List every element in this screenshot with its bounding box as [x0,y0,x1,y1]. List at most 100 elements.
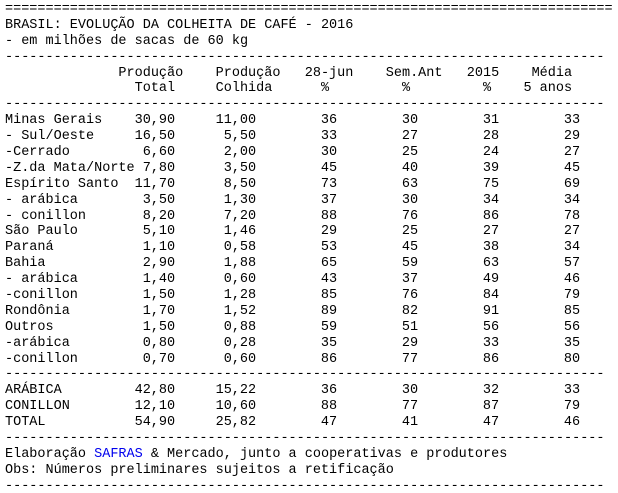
cell-media-5anos: 29 [563,129,581,145]
table-row: -arábica 0,80 0,28 35 29 33 35 [5,336,618,352]
elaboracao-prefix: Elaboração [5,446,95,462]
elaboracao-suffix: & Mercado, junto a cooperativas e produt… [142,446,508,462]
safras-link[interactable]: SAFRAS [94,446,143,462]
cell-media-5anos: 56 [563,319,581,335]
cell-producao-total: 12,10 [134,399,176,415]
row-label: Minas Gerais [5,113,103,129]
obs-line: Obs: Números preliminares sujeitos a ret… [5,462,394,478]
cell-producao-total: 2,90 [142,256,176,272]
cell-producao-total: 0,80 [142,335,176,351]
cell-2015-pct: 24 [482,145,500,161]
row-label: -Z.da Mata/Norte [5,160,135,176]
cell-media-5anos: 34 [563,240,581,256]
cell-2015-pct: 75 [482,176,500,192]
separator-dashes-5: ----------------------------------------… [5,478,605,493]
cell-2015-pct: 86 [482,351,500,367]
row-label: Rondônia [5,303,70,319]
cell-producao-colhida: 10,60 [215,399,257,415]
row-label: -conillon [5,288,78,304]
report-title: BRASIL: EVOLUÇÃO DA COLHEITA DE CAFÉ - 2… [5,17,354,33]
row-label: Espírito Santo [5,176,119,192]
cell-semant-pct: 25 [401,145,419,161]
column-header-line-1: Produção Produção 28-jun Sem.Ant 2015 Mé… [5,65,573,81]
cell-producao-total: 16,50 [134,129,176,145]
cell-media-5anos: 27 [563,224,581,240]
cell-producao-total: 1,10 [142,240,176,256]
cell-semant-pct: 30 [401,192,419,208]
cell-28jun-pct: 88 [320,399,338,415]
cell-28jun-pct: 85 [320,288,338,304]
cell-producao-total: 1,40 [142,272,176,288]
table-row: Paraná 1,10 0,58 53 45 38 34 [5,240,618,256]
table-row: Minas Gerais 30,90 11,00 36 30 31 33 [5,113,618,129]
cell-producao-colhida: 5,50 [223,129,257,145]
cell-semant-pct: 40 [401,160,419,176]
cell-semant-pct: 45 [401,240,419,256]
cell-2015-pct: 47 [482,415,500,431]
cell-28jun-pct: 29 [320,224,338,240]
row-label: -arábica [5,335,70,351]
cell-semant-pct: 41 [401,415,419,431]
row-label: -conillon [5,351,78,367]
cell-28jun-pct: 73 [320,176,338,192]
cell-semant-pct: 63 [401,176,419,192]
cell-semant-pct: 77 [401,351,419,367]
cell-media-5anos: 78 [563,208,581,224]
cell-media-5anos: 79 [563,399,581,415]
cell-28jun-pct: 36 [320,383,338,399]
cell-producao-total: 0,70 [142,351,176,367]
table-row: -Cerrado 6,60 2,00 30 25 24 27 [5,145,618,161]
table-row: São Paulo 5,10 1,46 29 25 27 27 [5,224,618,240]
row-label: CONILLON [5,399,70,415]
cell-producao-colhida: 1,52 [223,303,257,319]
row-label: TOTAL [5,415,46,431]
cell-producao-total: 3,50 [142,192,176,208]
cell-producao-colhida: 1,88 [223,256,257,272]
table-row: Bahia 2,90 1,88 65 59 63 57 [5,256,618,272]
cell-producao-total: 5,10 [142,224,176,240]
cell-semant-pct: 29 [401,335,419,351]
cell-producao-colhida: 2,00 [223,145,257,161]
table-row: - arábica 1,40 0,60 43 37 49 46 [5,272,618,288]
cell-producao-colhida: 25,82 [215,415,257,431]
cell-producao-colhida: 0,58 [223,240,257,256]
cell-producao-total: 8,20 [142,208,176,224]
row-label: Outros [5,319,54,335]
summary-row-conillon: CONILLON 12,10 10,60 88 77 87 79 [5,399,618,415]
cell-semant-pct: 37 [401,272,419,288]
cell-2015-pct: 84 [482,288,500,304]
cell-semant-pct: 77 [401,399,419,415]
row-label: -Cerrado [5,145,70,161]
row-label: São Paulo [5,224,78,240]
cell-28jun-pct: 35 [320,335,338,351]
cell-28jun-pct: 37 [320,192,338,208]
cell-semant-pct: 30 [401,383,419,399]
cell-producao-colhida: 0,88 [223,319,257,335]
cell-producao-colhida: 0,60 [223,272,257,288]
cell-producao-colhida: 1,46 [223,224,257,240]
cell-semant-pct: 30 [401,113,419,129]
cell-producao-colhida: 7,20 [223,208,257,224]
cell-28jun-pct: 30 [320,145,338,161]
table-row: Espírito Santo 11,70 8,50 73 63 75 69 [5,177,618,193]
cell-2015-pct: 87 [482,399,500,415]
row-label: - arábica [5,192,78,208]
cell-producao-colhida: 3,50 [223,160,257,176]
cell-2015-pct: 38 [482,240,500,256]
cell-producao-total: 1,70 [142,303,176,319]
table-row: -Z.da Mata/Norte 7,80 3,50 45 40 39 45 [5,161,618,177]
cell-28jun-pct: 59 [320,319,338,335]
cell-semant-pct: 76 [401,288,419,304]
row-label: ARÁBICA [5,383,62,399]
cell-producao-total: 1,50 [142,319,176,335]
cell-28jun-pct: 89 [320,303,338,319]
cell-media-5anos: 46 [563,272,581,288]
cell-producao-total: 54,90 [134,415,176,431]
cell-producao-total: 30,90 [134,113,176,129]
cell-2015-pct: 28 [482,129,500,145]
separator-dashes-2: ----------------------------------------… [5,97,605,113]
cell-2015-pct: 91 [482,303,500,319]
column-header-line-2: Total Colhida % % % 5 anos [5,81,573,97]
table-row: -conillon 1,50 1,28 85 76 84 79 [5,288,618,304]
cell-2015-pct: 56 [482,319,500,335]
